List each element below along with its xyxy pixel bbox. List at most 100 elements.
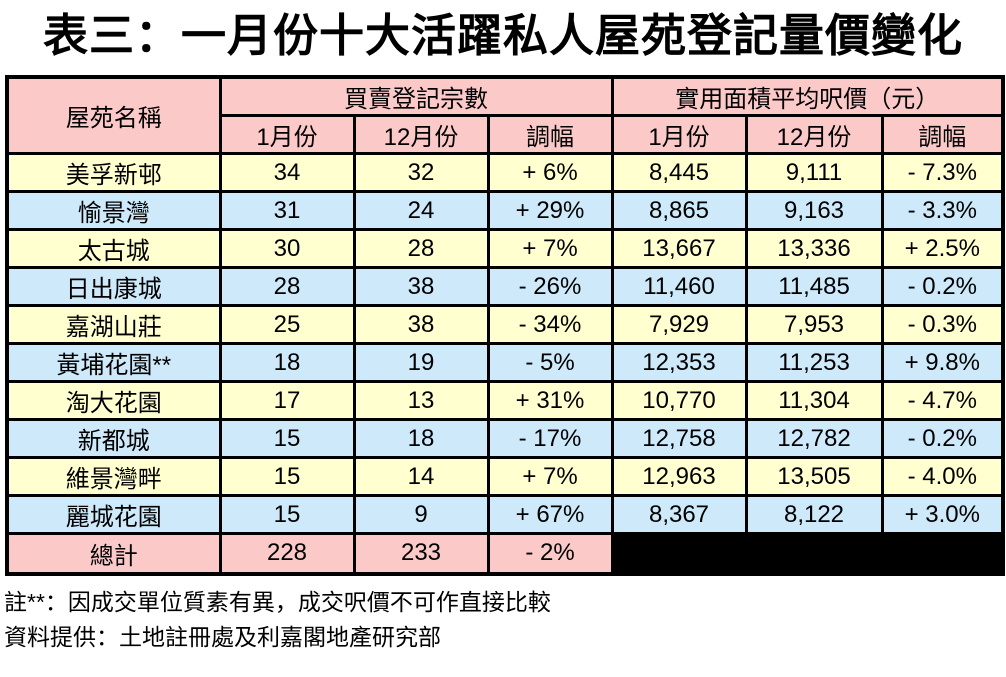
cell-psf-change: - 4.7% bbox=[880, 380, 1005, 421]
cell-estate-name: 日出康城 bbox=[5, 266, 222, 307]
cell-estate-name: 麗城花園 bbox=[5, 494, 222, 535]
col-header-reg-dec: 12月份 bbox=[352, 114, 490, 155]
footnote-data-source: 資料提供：土地註冊處及利嘉閣地產研究部 bbox=[4, 624, 441, 651]
cell-psf-change: + 9.8% bbox=[880, 342, 1005, 383]
table-body: 美孚新邨 34 32 + 6% 8,445 9,111- 7.3% 愉景灣 31 24 + 29%… bbox=[5, 152, 1005, 575]
cell-psf-dec: 9,163 bbox=[744, 190, 884, 231]
cell-reg-jan: 15 bbox=[218, 456, 356, 497]
cell-reg-jan: 15 bbox=[218, 418, 356, 459]
cell-psf-dec: 11,485 bbox=[744, 266, 884, 307]
table-row: 新都城 15 18- 17% 12,758 12,782- 0.2% bbox=[5, 418, 1005, 459]
cell-estate-name: 淘大花園 bbox=[5, 380, 222, 421]
table-row: 愉景灣 31 24 + 29% 8,865 9,163- 3.3% bbox=[5, 190, 1005, 231]
footnote-comparability: 註**：因成交單位質素有異，成交呎價不可作直接比較 bbox=[4, 588, 551, 615]
header-sub-row: 1月份 12月份 調幅 1月份 12月份 調幅 bbox=[7, 114, 1005, 155]
cell-psf-jan: 8,865 bbox=[610, 190, 748, 231]
cell-psf-dec: 13,336 bbox=[744, 228, 884, 269]
cell-total-reg-change: - 2% bbox=[486, 532, 614, 575]
col-header-psf-jan: 1月份 bbox=[610, 114, 748, 155]
cell-reg-change: + 7% bbox=[486, 456, 614, 497]
cell-reg-dec: 13 bbox=[352, 380, 490, 421]
data-table: 屋苑名稱 買賣登記宗數 實用面積平均呎價（元） 1月份 12月份 調幅 1月份 … bbox=[5, 75, 1006, 576]
cell-psf-dec: 11,304 bbox=[744, 380, 884, 421]
cell-psf-jan: 12,758 bbox=[610, 418, 748, 459]
cell-psf-dec: 7,953 bbox=[744, 304, 884, 345]
cell-reg-change: + 6% bbox=[486, 152, 614, 193]
table-row: 美孚新邨 34 32 + 6% 8,445 9,111- 7.3% bbox=[5, 152, 1005, 193]
cell-reg-jan: 34 bbox=[218, 152, 356, 193]
table-row: 嘉湖山莊 25 38- 34% 7,929 7,953- 0.3% bbox=[5, 304, 1005, 345]
cell-psf-dec: 9,111 bbox=[744, 152, 884, 193]
cell-reg-change: + 29% bbox=[486, 190, 614, 231]
page: 表三：一月份十大活躍私人屋苑登記量價變化 屋苑名稱 買賣登記宗數 實用面積平均呎… bbox=[0, 4, 1006, 656]
cell-estate-name: 愉景灣 bbox=[5, 190, 222, 231]
cell-reg-change: + 31% bbox=[486, 380, 614, 421]
cell-reg-jan: 17 bbox=[218, 380, 356, 421]
col-header-psf-change: 調幅 bbox=[880, 114, 1005, 155]
cell-psf-dec: 13,505 bbox=[744, 456, 884, 497]
cell-total-label: 總計 bbox=[5, 532, 222, 575]
cell-psf-change: - 7.3% bbox=[880, 152, 1005, 193]
cell-reg-dec: 9 bbox=[352, 494, 490, 535]
table-row: 太古城 30 28 + 7% 13,667 13,336 + 2.5% bbox=[5, 228, 1005, 269]
cell-psf-dec: 11,253 bbox=[744, 342, 884, 383]
col-header-reg-change: 調幅 bbox=[486, 114, 614, 155]
cell-reg-change: - 17% bbox=[486, 418, 614, 459]
cell-reg-dec: 38 bbox=[352, 266, 490, 307]
cell-reg-dec: 28 bbox=[352, 228, 490, 269]
table-row: 麗城花園 15 9 + 67% 8,367 8,122 + 3.0% bbox=[5, 494, 1005, 535]
cell-psf-jan: 7,929 bbox=[610, 304, 748, 345]
table-row: 日出康城 28 38- 26% 11,460 11,485- 0.2% bbox=[5, 266, 1005, 307]
col-header-psf-group: 實用面積平均呎價（元） bbox=[610, 75, 1005, 117]
cell-reg-dec: 19 bbox=[352, 342, 490, 383]
cell-reg-dec: 38 bbox=[352, 304, 490, 345]
col-header-reg-jan: 1月份 bbox=[218, 114, 356, 155]
cell-estate-name: 維景灣畔 bbox=[5, 456, 222, 497]
cell-reg-dec: 32 bbox=[352, 152, 490, 193]
cell-reg-dec: 14 bbox=[352, 456, 490, 497]
total-row: 總計 228 233- 2% bbox=[5, 532, 1005, 575]
cell-estate-name: 美孚新邨 bbox=[5, 152, 222, 193]
cell-estate-name: 黃埔花園** bbox=[5, 342, 222, 383]
cell-total-reg-dec: 233 bbox=[352, 532, 490, 575]
cell-reg-dec: 24 bbox=[352, 190, 490, 231]
cell-reg-jan: 18 bbox=[218, 342, 356, 383]
footnotes: 註**：因成交單位質素有異，成交呎價不可作直接比較 資料提供：土地註冊處及利嘉閣… bbox=[4, 585, 1006, 656]
cell-psf-jan: 8,445 bbox=[610, 152, 748, 193]
table-row: 黃埔花園** 18 19- 5% 12,353 11,253 + 9.8% bbox=[5, 342, 1005, 383]
cell-reg-jan: 25 bbox=[218, 304, 356, 345]
cell-reg-jan: 31 bbox=[218, 190, 356, 231]
cell-psf-change: - 0.3% bbox=[880, 304, 1005, 345]
cell-psf-dec: 12,782 bbox=[744, 418, 884, 459]
cell-psf-jan: 11,460 bbox=[610, 266, 748, 307]
cell-psf-change: - 4.0% bbox=[880, 456, 1005, 497]
cell-psf-change: - 3.3% bbox=[880, 190, 1005, 231]
cell-reg-change: + 67% bbox=[486, 494, 614, 535]
cell-reg-change: - 26% bbox=[486, 266, 614, 307]
page-title: 表三：一月份十大活躍私人屋苑登記量價變化 bbox=[42, 10, 963, 61]
blacked-out-cell bbox=[610, 532, 1005, 575]
cell-reg-dec: 18 bbox=[352, 418, 490, 459]
header-group-row: 屋苑名稱 買賣登記宗數 實用面積平均呎價（元） bbox=[5, 75, 1005, 155]
cell-psf-jan: 8,367 bbox=[610, 494, 748, 535]
cell-estate-name: 嘉湖山莊 bbox=[5, 304, 222, 345]
col-header-estate-name: 屋苑名稱 bbox=[5, 75, 222, 155]
cell-reg-change: - 34% bbox=[486, 304, 614, 345]
cell-psf-jan: 10,770 bbox=[610, 380, 748, 421]
col-header-registrations-group: 買賣登記宗數 bbox=[218, 75, 614, 117]
cell-reg-jan: 28 bbox=[218, 266, 356, 307]
col-header-psf-dec: 12月份 bbox=[744, 114, 884, 155]
cell-reg-jan: 15 bbox=[218, 494, 356, 535]
cell-psf-change: + 3.0% bbox=[880, 494, 1005, 535]
cell-estate-name: 新都城 bbox=[5, 418, 222, 459]
cell-total-reg-jan: 228 bbox=[218, 532, 356, 575]
cell-psf-change: + 2.5% bbox=[880, 228, 1005, 269]
cell-reg-change: - 5% bbox=[486, 342, 614, 383]
cell-psf-change: - 0.2% bbox=[880, 418, 1005, 459]
cell-psf-jan: 13,667 bbox=[610, 228, 748, 269]
table-row: 維景灣畔 15 14 + 7% 12,963 13,505- 4.0% bbox=[5, 456, 1005, 497]
cell-psf-jan: 12,963 bbox=[610, 456, 748, 497]
cell-psf-jan: 12,353 bbox=[610, 342, 748, 383]
table-row: 淘大花園 17 13 + 31% 10,770 11,304- 4.7% bbox=[5, 380, 1005, 421]
cell-psf-dec: 8,122 bbox=[744, 494, 884, 535]
